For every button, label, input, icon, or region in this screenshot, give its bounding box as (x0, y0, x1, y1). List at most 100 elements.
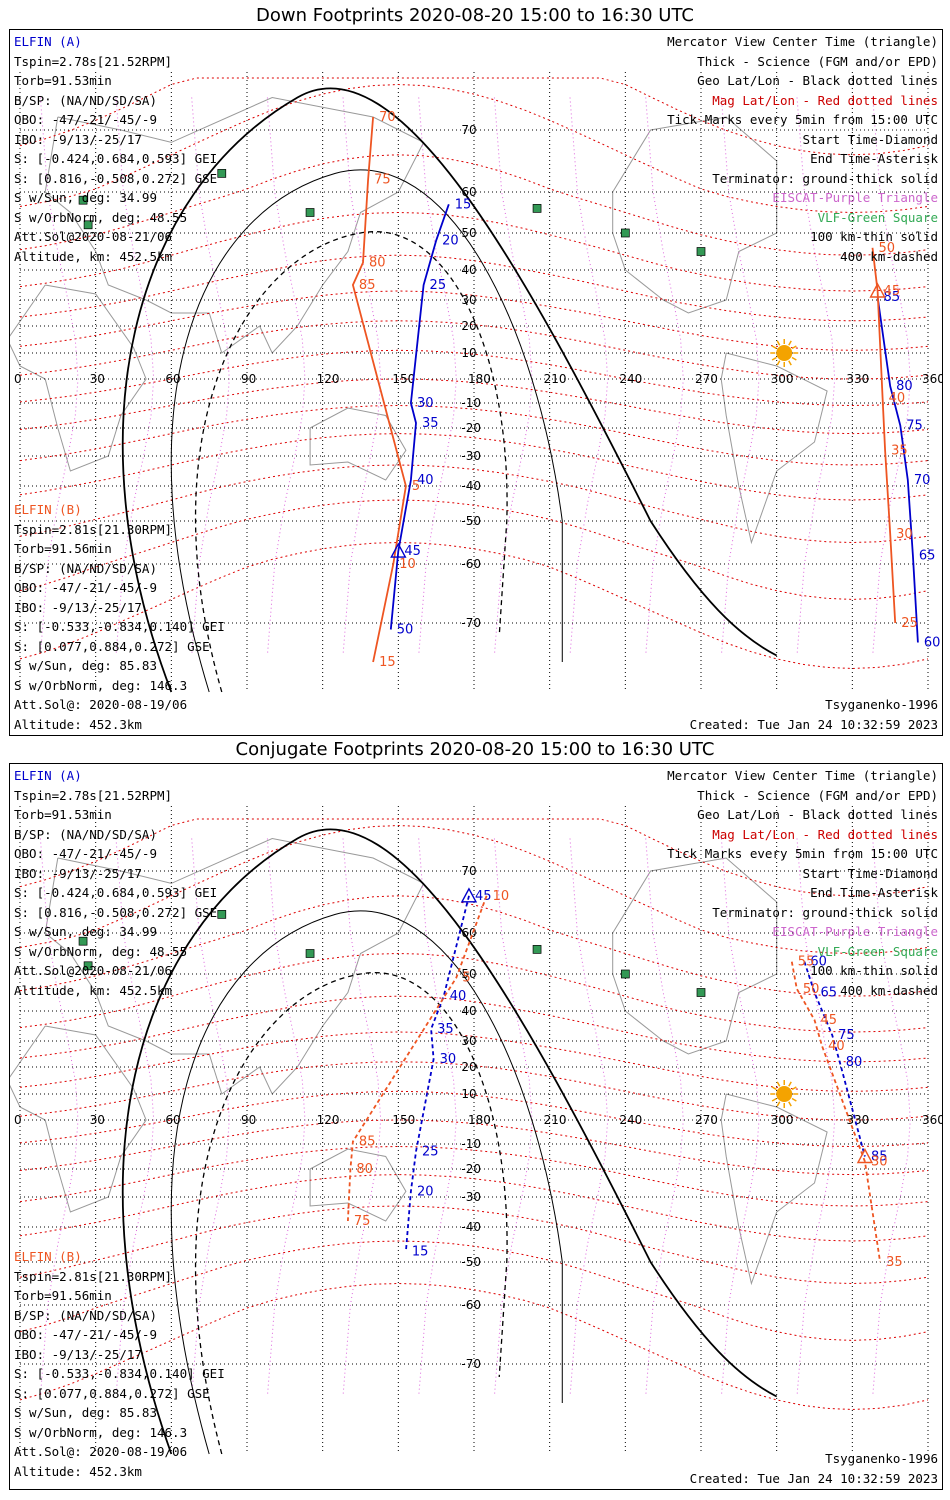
vlf-station-marker (83, 961, 93, 971)
mag-meridian (720, 838, 760, 1397)
lon-tick-label: 180 (468, 1113, 491, 1127)
sun-ray (788, 340, 792, 346)
legend-entry: EISCAT-Purple Triangle (772, 924, 938, 939)
terminator-100km (170, 910, 563, 1455)
lat-tick-label: -30 (461, 449, 481, 463)
elfin-b-info-line: B/SP: (NA/ND/SD/SA) (14, 1307, 157, 1323)
view-center-triangle-icon (869, 282, 886, 298)
mag-parallel (19, 154, 929, 256)
elfin-a-info-line: IBO: -9/13/-25/17 (14, 131, 142, 147)
sun-ray (771, 345, 777, 350)
elfin-b-tick-label: 40 (828, 1039, 845, 1054)
lat-tick-label: -20 (461, 421, 481, 435)
legend-entry: End Time-Asterisk (810, 885, 938, 900)
landmass-outline (612, 857, 778, 1055)
elfin-b-tick-label: 80 (356, 1162, 373, 1177)
landmass-outline (44, 837, 425, 1095)
mag-parallel (19, 541, 929, 670)
elfin-a-tick-label: 50 (397, 623, 414, 638)
sun-ray (791, 356, 797, 361)
elfin-a-tick-label: 30 (440, 1052, 457, 1067)
sun-ray (788, 1081, 792, 1087)
elfin-a-info-line: S: [0.816,-0.508,0.272] GSE (14, 170, 218, 186)
lon-tick-label: 300 (771, 372, 794, 386)
elfin-a-info-line: Torb=91.53min (14, 807, 112, 822)
lon-tick-label: 120 (317, 372, 340, 386)
elfin-b-info-line: S: [-0.533,-0.834,0.140] GEI (14, 619, 225, 634)
footer-created: Created: Tue Jan 24 10:32:59 2023 (689, 1471, 938, 1486)
map-legend: Mercator View Center Time (triangle) Thic… (667, 32, 938, 266)
lat-tick-label: -10 (461, 396, 481, 410)
elfin-b-tick-label: 40 (889, 391, 906, 406)
lon-tick-label: 210 (544, 1113, 567, 1127)
sun-ray (776, 1101, 781, 1107)
lon-tick-label: 150 (392, 372, 415, 386)
map-canvas: 0 30 60 90 120 150 180 210 240 270 300 330 360 70 60 50… (10, 72, 942, 693)
mag-meridian (872, 838, 911, 1397)
vlf-station-marker (620, 969, 630, 979)
elfin-b-info-line: S w/OrbNorm, deg: 146.3 (14, 1424, 188, 1440)
elfin-a-tick-label: 30 (417, 396, 434, 411)
elfin-b-tick-label: 30 (896, 527, 913, 542)
mag-parallel (19, 1282, 929, 1411)
elfin-a-info-line: Torb=91.53min (14, 73, 112, 88)
landmass-outline (612, 116, 778, 314)
elfin-b-info-line: Altitude: 452.3km (14, 1463, 142, 1479)
map-canvas: 0 30 60 90 120 150 180 210 240 270 300 330 360 70 60 50… (10, 806, 942, 1455)
mag-parallel (19, 404, 929, 466)
legend-entry: Start Time-Diamond (802, 865, 938, 881)
mag-parallel (19, 895, 929, 997)
mag-meridian (569, 838, 609, 1397)
elfin-a-tick-label: 85 (884, 290, 901, 305)
elfin-b-info-line: Torb=91.56min (14, 541, 112, 556)
elfin-b-info-line: OBO: -47/-21/-45/-9 (14, 1327, 157, 1342)
lat-tick-label: 50 (461, 226, 476, 240)
lat-tick-label: 30 (461, 293, 476, 307)
mag-meridian (39, 97, 79, 656)
lon-tick-label: 210 (544, 372, 567, 386)
mag-parallel (19, 320, 929, 380)
elfin-b-tick-label: 30 (871, 1155, 888, 1170)
vlf-station-marker (217, 910, 227, 919)
legend-entry: 100 km-thin solid (810, 963, 938, 978)
legend-entry: Mercator View Center Time (triangle) (667, 768, 938, 783)
lat-tick-label: 40 (461, 263, 476, 277)
elfin-b-tick-label: 35 (891, 443, 908, 458)
mag-meridian (266, 97, 306, 656)
map-panel-conjugate: 0 30 60 90 120 150 180 210 240 270 300 330 360 70 60 50… (9, 763, 943, 1490)
elfin-b-info: ELFIN (B) Tspin=2.81s[21.30RPM] Torb=91.5… (14, 500, 225, 734)
map-panel-down: 0 30 60 90 120 150 180 210 240 270 300 330 360 70 60 50… (9, 29, 943, 736)
lat-tick-label: 20 (461, 319, 476, 333)
elfin-b-tick-label: 5 (462, 971, 470, 986)
mag-parallel (19, 824, 929, 955)
lon-tick-label: 0 (14, 1113, 22, 1127)
legend-entry: Mercator View Center Time (triangle) (667, 34, 938, 49)
elfin-a-tick-label: 25 (422, 1145, 439, 1160)
legend-entry: Terminator: ground-thick solid (712, 904, 938, 920)
lat-tick-label: 50 (461, 967, 476, 981)
legend-entry: 400 km-dashed (840, 248, 938, 264)
mag-meridian (493, 97, 533, 656)
landmass-outline (720, 1093, 828, 1286)
landmass-outline (10, 1025, 147, 1213)
lon-tick-label: 180 (468, 372, 491, 386)
landmass-outline (44, 96, 425, 354)
elfin-b-info-line: S: [0.077,0.884,0.272] GSE (14, 638, 210, 654)
sun-ray (771, 356, 777, 361)
legend-entry: Geo Lat/Lon - Black dotted lines (697, 807, 938, 822)
mag-parallel (19, 499, 929, 600)
mag-parallel (19, 83, 929, 214)
landmass-outline (309, 1148, 407, 1222)
sun-ray (771, 1086, 777, 1091)
elfin-b-tick-label: 15 (379, 655, 396, 670)
vlf-station-marker (78, 936, 88, 946)
elfin-b-track (347, 895, 488, 1222)
legend-entry: VLF-Green Square (817, 943, 938, 959)
lon-tick-label: 30 (90, 1113, 105, 1127)
mag-meridian (418, 97, 457, 656)
lat-tick-label: 20 (461, 1060, 476, 1074)
vlf-station-marker (83, 220, 93, 230)
elfin-b-header: ELFIN (B) (14, 1249, 82, 1264)
mag-meridian (720, 97, 760, 656)
mag-meridian (796, 838, 836, 1397)
